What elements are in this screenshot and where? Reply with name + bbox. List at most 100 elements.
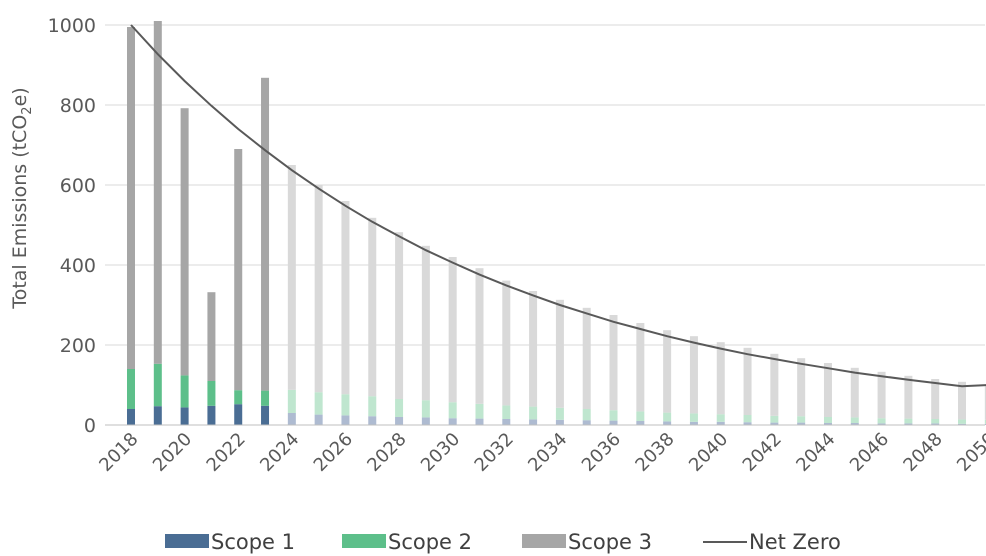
bar-scope-2-2023 <box>261 390 270 406</box>
bar-scope-3-2050 <box>984 385 986 420</box>
bar-scope-3-2034 <box>555 299 564 408</box>
bar-scope-1-2023 <box>261 405 270 425</box>
bar-scope-3-2031 <box>475 268 484 404</box>
bar-scope-2-2028 <box>395 399 404 417</box>
x-tick-label: 2026 <box>310 429 357 476</box>
bar-scope-3-2048 <box>931 379 940 419</box>
bar-scope-2-2035 <box>582 409 591 421</box>
bar-scope-3-2020 <box>180 108 189 376</box>
bar-scope-1-2045 <box>850 423 859 425</box>
bar-scope-1-2049 <box>958 423 967 425</box>
bar-scope-3-2023 <box>261 77 270 391</box>
bar-scope-3-2019 <box>153 21 162 364</box>
bar-scope-3-2026 <box>341 201 350 395</box>
bar-scope-1-2042 <box>770 422 779 425</box>
x-tick-label: 2024 <box>256 429 303 476</box>
legend-label: Scope 3 <box>568 530 652 554</box>
net-zero-line <box>130 24 986 388</box>
y-tick-label: 800 <box>60 95 96 117</box>
bar-scope-3-2032 <box>502 280 511 406</box>
bars <box>127 21 986 425</box>
bar-scope-2-2040 <box>716 414 725 422</box>
bar-scope-2-2030 <box>448 402 457 419</box>
y-tick-label: 1000 <box>48 15 96 37</box>
x-tick-label: 2050 <box>953 429 986 476</box>
bar-scope-2-2044 <box>823 417 832 423</box>
bar-scope-1-2039 <box>689 421 698 425</box>
bar-scope-1-2028 <box>395 417 404 425</box>
bar-scope-1-2025 <box>314 414 323 425</box>
bar-scope-2-2047 <box>904 418 913 424</box>
bar-scope-1-2022 <box>234 404 243 425</box>
bar-scope-1-2046 <box>877 423 886 425</box>
bar-scope-2-2048 <box>931 419 940 424</box>
bar-scope-1-2040 <box>716 421 725 425</box>
bar-scope-1-2047 <box>904 423 913 425</box>
x-tick-label: 2030 <box>417 429 464 476</box>
bar-scope-2-2038 <box>663 412 672 422</box>
y-tick-label: 600 <box>60 175 96 197</box>
bar-scope-1-2032 <box>502 419 511 425</box>
legend-item-scope-2: Scope 2 <box>342 530 472 554</box>
bar-scope-1-2026 <box>341 415 350 425</box>
bar-scope-3-2038 <box>663 330 672 413</box>
bar-scope-2-2033 <box>529 406 538 420</box>
bar-scope-3-2044 <box>823 363 832 417</box>
bar-scope-2-2019 <box>153 363 162 407</box>
bar-scope-2-2049 <box>958 419 967 424</box>
bar-scope-3-2041 <box>743 347 752 415</box>
bar-scope-1-2036 <box>609 420 618 425</box>
y-axis-title-group: Total Emissions (tCO2e) <box>9 87 35 309</box>
bar-scope-3-2043 <box>797 358 806 417</box>
bar-scope-1-2019 <box>153 406 162 425</box>
bar-scope-3-2046 <box>877 371 886 419</box>
bar-scope-2-2029 <box>421 400 430 418</box>
bar-scope-3-2036 <box>609 315 618 411</box>
bar-scope-3-2035 <box>582 307 591 409</box>
bar-scope-3-2022 <box>234 149 243 391</box>
bar-scope-1-2021 <box>207 405 216 425</box>
x-tick-label: 2020 <box>149 429 196 476</box>
bar-scope-3-2021 <box>207 292 216 381</box>
legend-item-scope-3: Scope 3 <box>522 530 652 554</box>
x-tick-label: 2028 <box>363 429 410 476</box>
x-tick-label: 2036 <box>578 429 625 476</box>
y-tick-label: 200 <box>60 335 96 357</box>
x-tick-label: 2044 <box>792 429 839 476</box>
bar-scope-2-2021 <box>207 381 216 406</box>
bar-scope-2-2037 <box>636 411 645 421</box>
y-tick-label: 0 <box>84 415 96 437</box>
legend-item-scope-1: Scope 1 <box>165 530 295 554</box>
bar-scope-2-2045 <box>850 417 859 423</box>
bar-scope-2-2022 <box>234 390 243 405</box>
bar-scope-3-2030 <box>448 257 457 403</box>
bar-scope-3-2037 <box>636 323 645 412</box>
legend-label: Net Zero <box>749 530 841 554</box>
legend-swatch <box>522 534 566 548</box>
bar-scope-1-2037 <box>636 421 645 425</box>
y-axis-title-main: Total Emissions (tCO <box>9 115 31 310</box>
bar-scope-2-2042 <box>770 415 779 423</box>
bar-scope-1-2044 <box>823 423 832 425</box>
bar-scope-2-2041 <box>743 415 752 423</box>
bar-scope-2-2027 <box>368 396 377 417</box>
bar-scope-2-2046 <box>877 418 886 424</box>
bar-scope-2-2036 <box>609 410 618 421</box>
bar-scope-2-2034 <box>555 407 564 420</box>
x-tick-label: 2040 <box>685 429 732 476</box>
bar-scope-3-2027 <box>368 217 377 397</box>
bar-scope-2-2043 <box>797 416 806 423</box>
bar-scope-3-2033 <box>529 291 538 407</box>
bar-scope-2-2024 <box>287 389 296 413</box>
bar-scope-1-2050 <box>984 423 986 425</box>
bar-scope-3-2042 <box>770 353 779 416</box>
bar-scope-2-2039 <box>689 413 698 422</box>
x-tick-label: 2046 <box>846 429 893 476</box>
bar-scope-1-2029 <box>421 417 430 425</box>
y-tick-label: 400 <box>60 255 96 277</box>
x-tick-label: 2042 <box>739 429 786 476</box>
bar-scope-1-2030 <box>448 418 457 425</box>
bar-scope-3-2039 <box>689 336 698 414</box>
legend-label: Scope 1 <box>211 530 295 554</box>
